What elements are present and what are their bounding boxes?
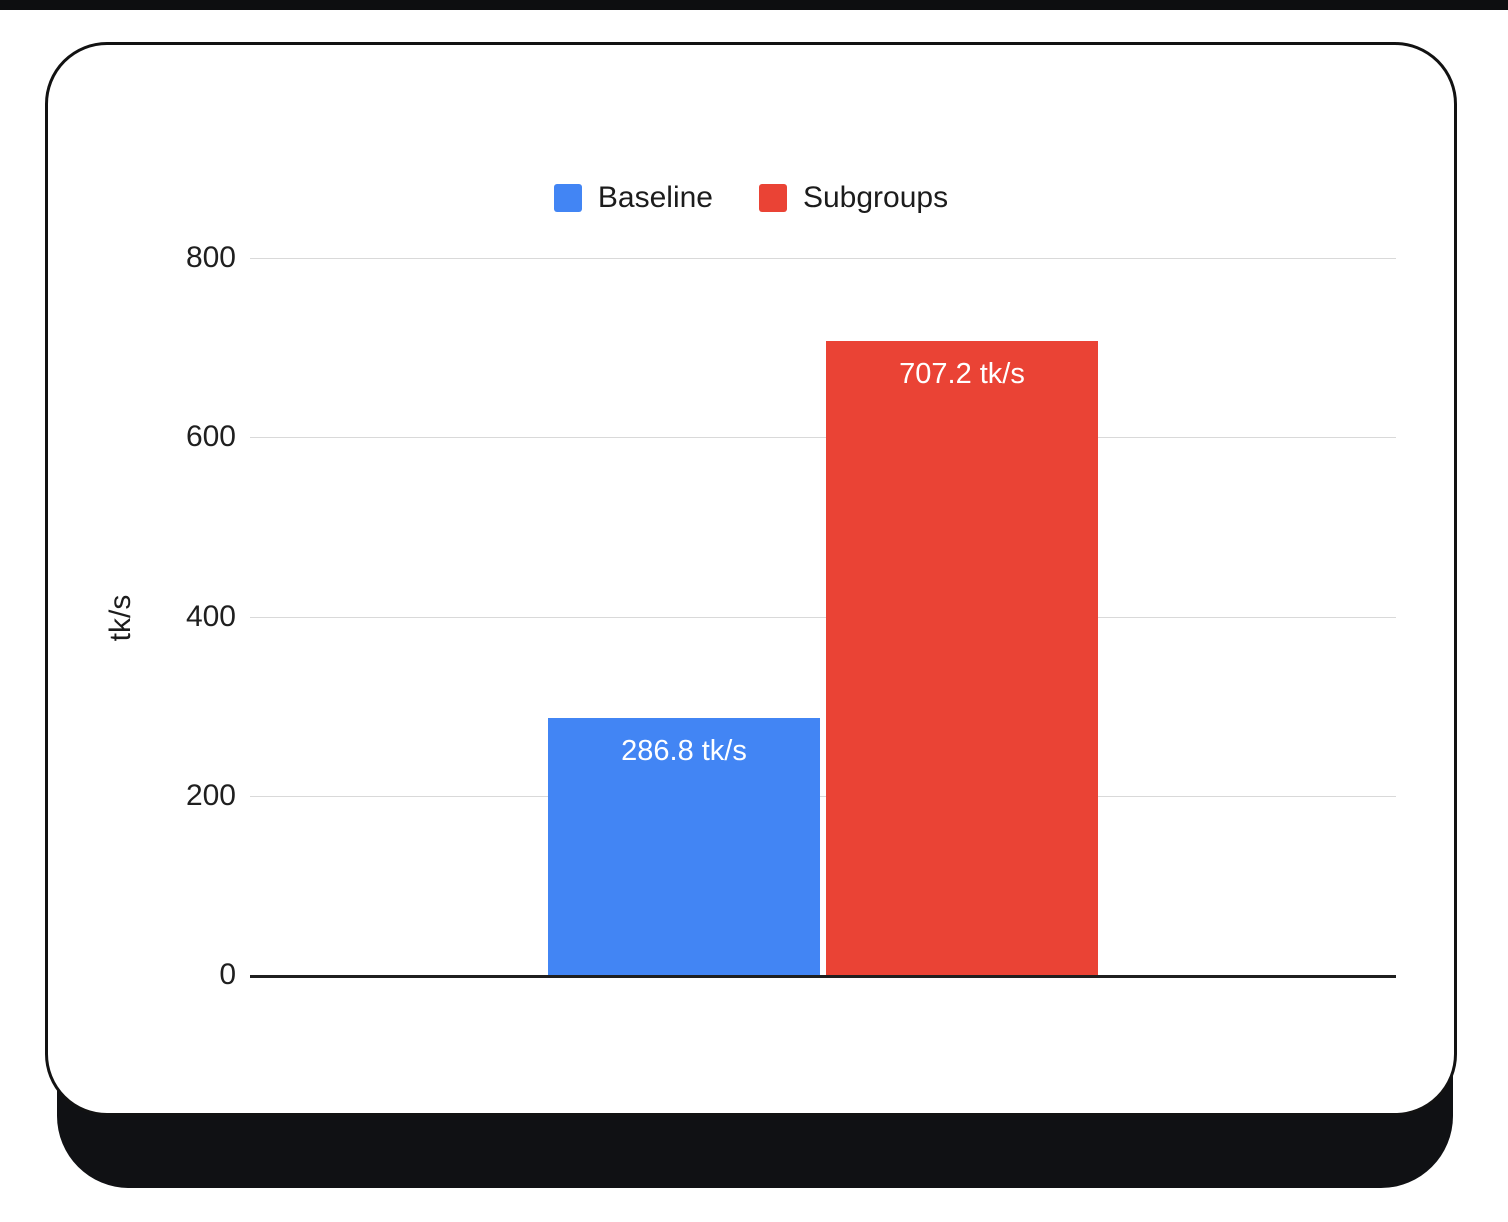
- bar-baseline: 286.8 tk/s: [548, 718, 820, 975]
- bars: 286.8 tk/s 707.2 tk/s: [548, 341, 1098, 975]
- bar-subgroups: 707.2 tk/s: [826, 341, 1098, 975]
- y-tick-label: 800: [185, 241, 236, 274]
- y-tick-label: 200: [185, 778, 236, 812]
- x-axis-line: 0: [219, 958, 1396, 991]
- legend-label: Baseline: [597, 181, 713, 214]
- bar-value-label: 286.8 tk/s: [621, 735, 747, 767]
- bar-value-label: 707.2 tk/s: [899, 358, 1025, 390]
- y-axis-title: tk/s: [104, 594, 137, 642]
- legend-label: Subgroups: [802, 181, 949, 214]
- plot-area: 0 200 400 600 800 286.8 tk/s 707.2 tk/s: [186, 241, 1396, 991]
- y-tick-label: 600: [185, 420, 236, 454]
- legend-swatch-icon: [758, 184, 787, 212]
- y-tick-label: 0: [219, 958, 236, 991]
- legend: Baseline Subgroups: [48, 181, 1454, 215]
- gridline: 400: [186, 600, 1396, 633]
- legend-swatch-icon: [553, 184, 582, 212]
- screen-top-edge: [0, 0, 1508, 10]
- legend-item-baseline: Baseline: [553, 181, 713, 215]
- gridline: 600: [186, 420, 1396, 453]
- gridline: 800: [186, 241, 1396, 274]
- legend-item-subgroups: Subgroups: [758, 181, 949, 215]
- chart-card: Baseline Subgroups tk/s 0 200 400 600 800 286.…: [45, 42, 1457, 1116]
- y-tick-label: 400: [185, 599, 236, 633]
- gridline: 200: [186, 779, 1396, 812]
